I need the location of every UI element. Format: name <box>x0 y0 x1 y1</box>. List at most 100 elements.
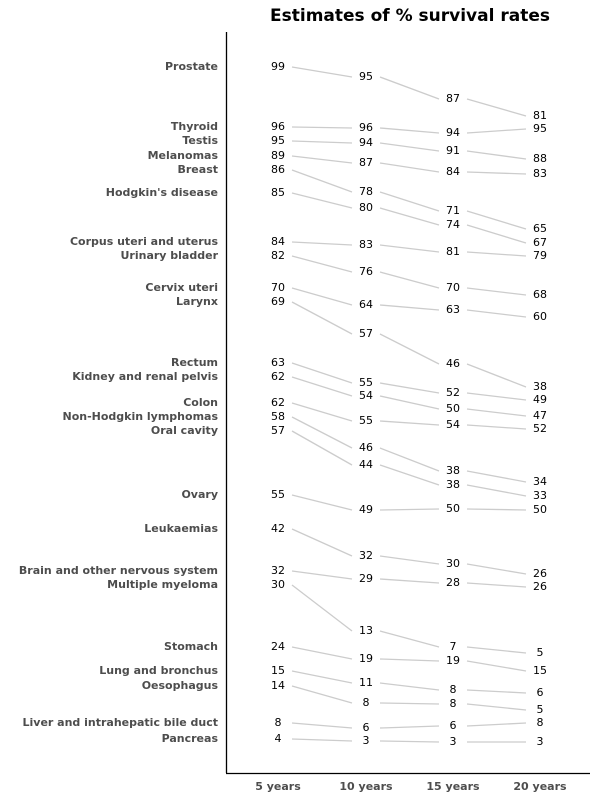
slope-line <box>379 304 440 311</box>
slope-line <box>379 447 440 472</box>
slope-line <box>466 660 527 672</box>
data-label: 3 <box>363 734 370 747</box>
data-label: 54 <box>446 418 460 431</box>
slope-line <box>466 210 527 230</box>
slope-line <box>291 255 353 273</box>
data-label: 8 <box>363 696 370 709</box>
series-label: Cervix uteri <box>145 281 218 294</box>
slope-line <box>291 416 353 449</box>
slope-line <box>466 287 527 296</box>
series-label: Larynx <box>176 295 218 308</box>
series-label: Non-Hodgkin lymphomas <box>62 410 218 423</box>
data-label: 28 <box>446 576 460 589</box>
data-label: 8 <box>450 697 457 710</box>
data-label: 65 <box>533 222 547 235</box>
series-label: Melanomas <box>148 149 219 162</box>
data-label: 70 <box>271 281 285 294</box>
data-label: 38 <box>533 380 547 393</box>
data-label: 8 <box>537 716 544 729</box>
slope-line <box>379 740 440 743</box>
slope-line <box>291 301 353 335</box>
slope-line <box>379 420 440 426</box>
data-label: 58 <box>271 410 285 423</box>
slope-line <box>379 578 440 584</box>
data-label: 71 <box>446 204 460 217</box>
series-label: Hodgkin's disease <box>106 186 218 199</box>
data-label: 15 <box>533 664 547 677</box>
series-label: Rectum <box>171 356 218 369</box>
data-label: 44 <box>359 458 373 471</box>
slope-line <box>291 738 353 742</box>
slope-line <box>291 570 353 580</box>
series-label: Multiple myeloma <box>107 578 218 591</box>
data-label: 49 <box>359 503 373 516</box>
data-label: 6 <box>537 686 544 699</box>
data-label: 42 <box>271 522 285 535</box>
data-label: 74 <box>446 218 460 231</box>
x-tick-label: 15 years <box>426 780 480 793</box>
slope-line <box>379 162 440 173</box>
data-label: 32 <box>359 549 373 562</box>
slope-line <box>379 191 440 212</box>
data-label: 4 <box>275 732 282 745</box>
series-label: Leukaemias <box>144 522 218 535</box>
series-label: Oesophagus <box>142 679 219 692</box>
data-label: 32 <box>271 564 285 577</box>
slope-line <box>379 682 440 691</box>
data-label: 60 <box>533 310 547 323</box>
series-label: Oral cavity <box>151 424 218 437</box>
series-label: Urinary bladder <box>120 249 218 262</box>
data-label: 79 <box>533 249 547 262</box>
slope-line <box>466 582 527 588</box>
data-label: 69 <box>271 295 285 308</box>
slope-line <box>466 470 527 483</box>
data-label: 63 <box>446 303 460 316</box>
data-label: 89 <box>271 149 285 162</box>
slope-line <box>466 171 527 175</box>
data-label: 50 <box>446 502 460 515</box>
data-label: 30 <box>271 578 285 591</box>
data-label: 83 <box>359 238 373 251</box>
slope-line <box>291 685 353 704</box>
series-label: Liver and intrahepatic bile duct <box>23 716 219 729</box>
slope-line <box>379 725 440 729</box>
x-tick-label: 20 years <box>513 780 567 793</box>
slope-line <box>291 430 353 466</box>
data-label: 84 <box>446 165 460 178</box>
slope-line <box>379 207 440 226</box>
data-label: 38 <box>446 478 460 491</box>
slope-line <box>379 630 440 648</box>
slope-line <box>466 424 527 430</box>
data-label: 19 <box>359 652 373 665</box>
slope-line <box>466 484 527 497</box>
slope-line <box>466 150 527 160</box>
series-label: Testis <box>182 134 218 147</box>
data-label: 7 <box>450 640 457 653</box>
x-tick-label: 10 years <box>339 780 393 793</box>
slope-line <box>291 155 353 164</box>
data-label: 86 <box>271 163 285 176</box>
data-label: 76 <box>359 265 373 278</box>
data-label: 67 <box>533 236 547 249</box>
series-label: Breast <box>178 163 219 176</box>
data-label: 84 <box>271 235 285 248</box>
data-label: 11 <box>359 676 373 689</box>
data-label: 63 <box>271 356 285 369</box>
slope-line <box>379 464 440 486</box>
slope-line <box>379 508 440 511</box>
data-label: 57 <box>359 327 373 340</box>
data-label: 29 <box>359 572 373 585</box>
slope-line <box>379 658 440 662</box>
data-label: 55 <box>359 414 373 427</box>
slope-line <box>379 271 440 289</box>
slope-line <box>466 309 527 318</box>
slope-line <box>291 192 353 209</box>
series-label: Prostate <box>165 60 218 73</box>
slope-line <box>379 76 440 100</box>
data-label: 64 <box>359 298 373 311</box>
data-label: 50 <box>533 503 547 516</box>
slope-line <box>291 241 353 246</box>
slope-line <box>466 98 527 117</box>
